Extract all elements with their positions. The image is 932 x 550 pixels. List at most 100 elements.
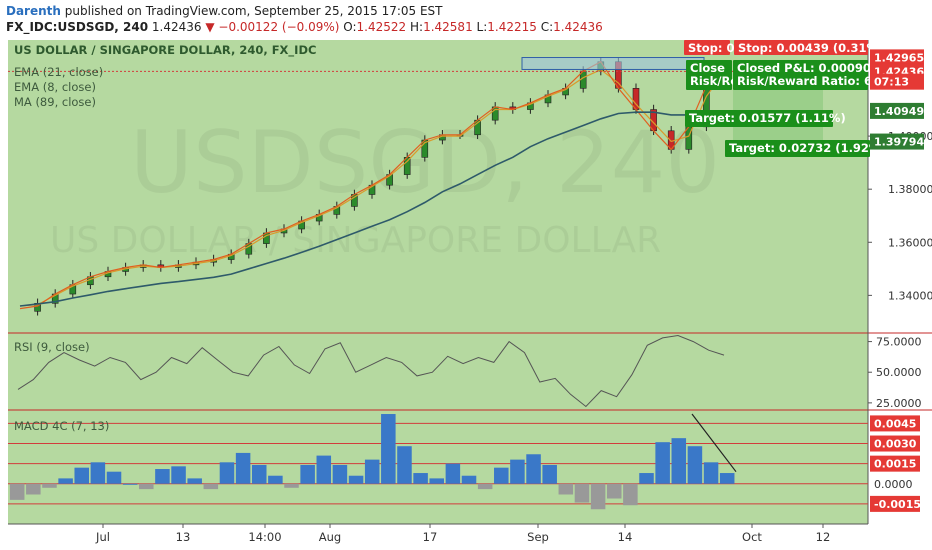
macd-bar bbox=[639, 473, 654, 484]
risk-label-box bbox=[733, 60, 868, 90]
macd-bar bbox=[332, 464, 348, 484]
risk-label-short-text: Close bbox=[690, 61, 725, 75]
time-tick-label: 12 bbox=[816, 530, 831, 544]
macd-bar bbox=[42, 483, 57, 488]
macd-bar bbox=[477, 483, 493, 490]
rsi-tick-label: 25.0000 bbox=[876, 397, 922, 410]
macd-bar bbox=[526, 454, 541, 484]
macd-tick-box bbox=[870, 455, 920, 472]
macd-tick-box bbox=[870, 495, 920, 512]
stop-label-box bbox=[734, 40, 868, 55]
macd-bar bbox=[397, 446, 412, 484]
price-tick-label: 1.38000 bbox=[888, 183, 932, 196]
author-name[interactable]: Darenth bbox=[6, 4, 61, 18]
macd-tick-box bbox=[870, 435, 920, 452]
ohlc-line: FX_IDC:USDSGD, 240 1.42436 ▼ −0.00122 (−… bbox=[6, 20, 603, 34]
price-tag-box bbox=[870, 73, 924, 90]
macd-bar bbox=[268, 475, 283, 484]
macd-bar bbox=[671, 438, 687, 484]
macd-bar bbox=[606, 483, 622, 499]
macd-bar bbox=[171, 466, 186, 484]
watermark-name: US DOLLAR / SINGAPORE DOLLAR bbox=[50, 220, 661, 261]
time-tick-label: 14:00 bbox=[248, 530, 281, 544]
legend-title: US DOLLAR / SINGAPORE DOLLAR, 240, FX_ID… bbox=[14, 43, 316, 58]
time-tick-label: Aug bbox=[319, 530, 341, 544]
macd-trendline bbox=[691, 413, 737, 473]
stop-label: Stop: 0.00439 (0.31%) bbox=[734, 40, 883, 55]
close-label: C: bbox=[540, 20, 554, 34]
macd-bar bbox=[251, 464, 267, 484]
macd-bar bbox=[155, 469, 170, 484]
macd-bar bbox=[413, 473, 428, 484]
stop-zone bbox=[521, 57, 705, 70]
macd-tick-label: -0.0015 bbox=[874, 498, 921, 511]
rsi-tick-label: 50.0000 bbox=[876, 366, 922, 379]
macd-bar bbox=[26, 483, 41, 495]
macd-bar bbox=[122, 483, 138, 485]
macd-bar bbox=[687, 446, 703, 484]
price-tick-label: 1.34000 bbox=[888, 289, 932, 302]
macd-bar bbox=[703, 462, 719, 484]
macd-bar bbox=[348, 475, 364, 484]
target2-label-text: Target: 0.02732 (1.92%) bbox=[729, 141, 886, 155]
macd-tick-label: 0.0015 bbox=[874, 458, 916, 471]
legend-ma89: MA (89, close) bbox=[14, 95, 96, 109]
macd-bar bbox=[655, 442, 670, 484]
macd-bar bbox=[623, 483, 638, 506]
price-tag-label: 07:13 bbox=[874, 76, 909, 89]
last-price: 1.42436 bbox=[151, 20, 202, 34]
target1-label-text: Target: 0.01577 (1.11%) bbox=[689, 111, 846, 125]
macd-bar bbox=[494, 467, 509, 484]
macd-bar bbox=[58, 478, 73, 484]
macd-bar bbox=[461, 475, 477, 484]
macd-bar bbox=[235, 452, 251, 484]
macd-tick-label: 0.0000 bbox=[874, 478, 913, 491]
time-tick-label: Oct bbox=[742, 530, 762, 544]
legend-ema8: EMA (8, close) bbox=[14, 80, 96, 94]
high-label: H: bbox=[410, 20, 424, 34]
macd-bar bbox=[445, 463, 461, 484]
stop-label-short: Stop: 0 bbox=[684, 40, 735, 55]
risk-label-short-box bbox=[686, 60, 732, 90]
price-tick-label: 1.36000 bbox=[888, 236, 932, 249]
ema8-line bbox=[19, 61, 725, 310]
price-tag-label: 1.39794 bbox=[874, 136, 924, 149]
macd-bar bbox=[139, 483, 154, 490]
legend-ema21: EMA (21, close) bbox=[14, 65, 103, 79]
time-tick-label: Jul bbox=[95, 530, 110, 544]
macd-bar bbox=[542, 464, 557, 484]
price-tag-label: 1.42965 bbox=[874, 51, 924, 64]
macd-bar bbox=[203, 483, 219, 490]
macd-bar bbox=[510, 459, 525, 484]
stop-label-short-box bbox=[684, 40, 730, 55]
time-tick-label: 13 bbox=[176, 530, 191, 544]
macd-bar bbox=[429, 478, 444, 484]
rsi-title: RSI (9, close) bbox=[14, 340, 90, 354]
low-value: 1.42215 bbox=[487, 20, 537, 34]
ma89-line bbox=[19, 111, 725, 307]
header-bar: Darenth published on TradingView.com, Se… bbox=[0, 0, 932, 34]
open-label: O: bbox=[343, 20, 357, 34]
stop-label-text: Stop: 0.00439 (0.31%) bbox=[738, 41, 883, 55]
price-tag-label: 1.40949 bbox=[874, 105, 924, 118]
stop-label-short-text: Stop: 0 bbox=[688, 41, 735, 55]
macd-bar bbox=[74, 467, 89, 484]
watermark-symbol: USDSGD, 240 bbox=[130, 113, 720, 213]
risk-label-short-text: Risk/Re bbox=[690, 74, 738, 88]
price-tag-box bbox=[870, 133, 924, 150]
macd-bar bbox=[9, 483, 25, 500]
time-axis-background bbox=[0, 524, 932, 550]
price-tag-box bbox=[870, 102, 924, 119]
open-value: 1.42522 bbox=[356, 20, 407, 34]
macd-tick-label: 0.0030 bbox=[874, 438, 917, 451]
macd-bar bbox=[284, 483, 299, 488]
macd-bar bbox=[719, 473, 735, 484]
price-tag-box bbox=[870, 49, 924, 66]
target2-label: Target: 0.02732 (1.92%) bbox=[725, 140, 886, 157]
risk-label-text: Closed P&L: 0.00090 bbox=[737, 61, 871, 75]
macd-bar bbox=[187, 478, 202, 484]
